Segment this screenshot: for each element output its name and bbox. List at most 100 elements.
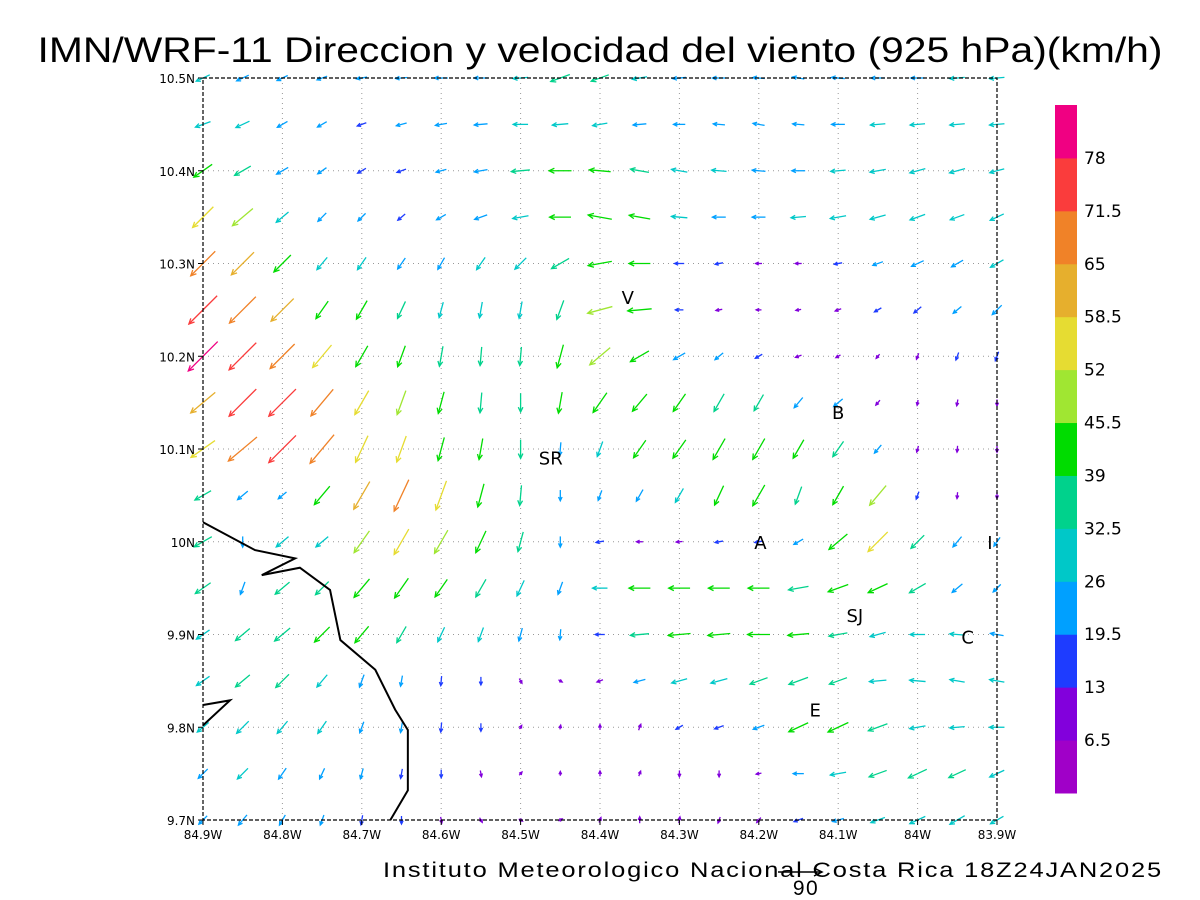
- wind-vector: [915, 445, 920, 454]
- wind-vector-arrowhead: [433, 122, 440, 128]
- wind-vector-arrowhead: [991, 310, 997, 316]
- wind-vector-arrowhead: [359, 820, 364, 827]
- wind-vector: [230, 251, 255, 276]
- wind-vector: [396, 257, 406, 271]
- wind-vector-arrowhead: [233, 170, 240, 177]
- wind-vector-arrowhead: [586, 212, 595, 220]
- wind-vector-arrowhead: [988, 75, 995, 81]
- wind-vector: [635, 539, 643, 544]
- colorbar-label: 78: [1084, 149, 1106, 169]
- wind-vector-arrowhead: [832, 261, 838, 266]
- wind-vector-shaft: [597, 490, 603, 501]
- wind-vector-shaft: [949, 168, 966, 174]
- wind-vector-arrowhead: [635, 539, 640, 544]
- wind-vector-arrowhead: [588, 359, 596, 366]
- wind-vector-shaft: [512, 215, 529, 220]
- wind-vector: [955, 399, 960, 408]
- wind-vector: [275, 166, 289, 175]
- wind-vector-shaft: [832, 485, 845, 505]
- wind-vector: [398, 675, 404, 688]
- wind-vector-arrowhead: [833, 308, 839, 312]
- wind-vector-arrowhead: [597, 496, 602, 502]
- wind-vector-arrowhead: [239, 589, 245, 596]
- wind-vector-shaft: [630, 633, 650, 636]
- wind-vector-arrowhead: [516, 590, 522, 598]
- colorbar-segment: [1055, 581, 1077, 635]
- wind-vector-arrowhead: [314, 589, 321, 596]
- wind-vector-shaft: [713, 393, 725, 412]
- wind-vector: [868, 214, 886, 221]
- wind-vector: [309, 434, 335, 465]
- wind-vector-shaft: [587, 305, 613, 314]
- wind-vector: [952, 305, 962, 315]
- wind-vector-arrowhead: [437, 312, 443, 320]
- wind-vector: [750, 167, 766, 174]
- wind-vector-shaft: [792, 439, 805, 459]
- wind-vector: [353, 481, 371, 511]
- wind-vector-shaft: [950, 213, 965, 221]
- wind-vector: [228, 388, 257, 418]
- wind-vector: [557, 490, 563, 503]
- wind-vector-shaft: [437, 626, 446, 643]
- colorbar-label: 52: [1084, 361, 1106, 381]
- wind-vector-arrowhead: [706, 631, 714, 639]
- wind-vector-arrowhead: [750, 167, 757, 174]
- wind-vector: [436, 437, 445, 463]
- wind-vector-shaft: [519, 346, 523, 366]
- wind-vector-arrowhead: [948, 169, 955, 175]
- wind-vector-shaft: [399, 721, 404, 733]
- wind-vector-arrowhead: [790, 168, 797, 174]
- wind-vector: [433, 529, 449, 555]
- wind-vector-arrowhead: [908, 725, 915, 731]
- wind-vector: [787, 722, 809, 733]
- wind-vector-shaft: [830, 771, 847, 776]
- wind-vector: [787, 676, 809, 686]
- wind-vector-arrowhead: [355, 122, 362, 128]
- wind-vector: [791, 121, 805, 127]
- wind-vector-arrowhead: [477, 636, 483, 643]
- wind-vector-shaft: [827, 583, 849, 593]
- wind-vector-arrowhead: [230, 268, 238, 276]
- wind-vector-shaft: [236, 720, 250, 734]
- wind-vector-shaft: [353, 578, 371, 598]
- wind-vector-arrowhead: [314, 542, 321, 548]
- wind-vector-arrowhead: [475, 546, 481, 554]
- coastline: [202, 521, 409, 821]
- wind-vector-arrowhead: [830, 121, 836, 127]
- wind-vector-arrowhead: [948, 631, 955, 637]
- wind-vector-arrowhead: [555, 313, 562, 321]
- wind-vector-shaft: [868, 769, 887, 778]
- wind-vector: [476, 438, 484, 461]
- wind-vector: [434, 480, 448, 512]
- wind-vector-arrowhead: [871, 261, 878, 267]
- wind-vector: [316, 720, 327, 735]
- wind-vector-arrowhead: [950, 262, 957, 268]
- wind-vector-shaft: [359, 768, 364, 779]
- wind-vector-shaft: [514, 257, 527, 270]
- wind-vector-arrowhead: [873, 448, 879, 455]
- wind-vector-shaft: [752, 484, 766, 507]
- colorbar-segment: [1055, 687, 1077, 741]
- wind-vector: [588, 347, 611, 366]
- wind-vector-shaft: [474, 214, 488, 221]
- wind-vector-arrowhead: [556, 407, 563, 415]
- wind-vector: [827, 533, 848, 551]
- wind-vector: [629, 167, 650, 174]
- wind-vector: [711, 121, 726, 127]
- wind-vector-arrowhead: [476, 500, 483, 509]
- wind-vector-arrowhead: [787, 586, 795, 593]
- wind-vector-arrowhead: [994, 448, 1000, 454]
- wind-vector-shaft: [910, 534, 925, 549]
- wind-vector: [713, 393, 725, 413]
- place-label: A: [754, 533, 767, 554]
- wind-vector-shaft: [630, 168, 650, 174]
- colorbar-label: 32.5: [1084, 519, 1122, 539]
- wind-vector-arrowhead: [629, 167, 636, 173]
- wind-vector: [228, 296, 257, 325]
- wind-vector: [670, 167, 688, 173]
- wind-vector-arrowhead: [194, 123, 201, 129]
- wind-vector-shaft: [518, 301, 523, 319]
- wind-vector-arrowhead: [194, 588, 201, 595]
- wind-vector: [591, 122, 608, 128]
- wind-vector-arrowhead: [867, 772, 875, 778]
